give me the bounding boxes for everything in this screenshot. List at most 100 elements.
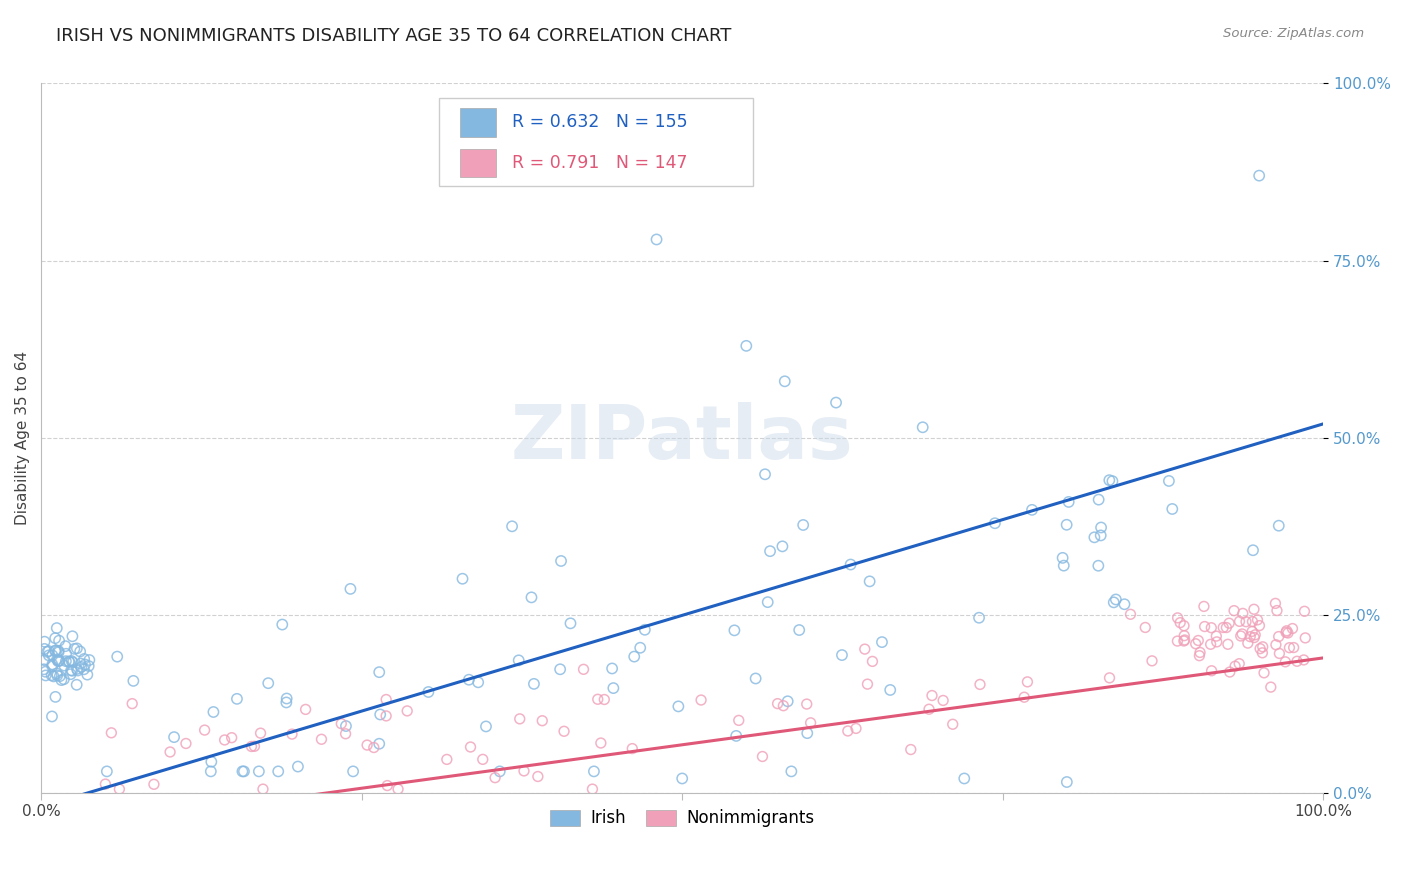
Point — [467, 675, 489, 690]
Point — [1215, 621, 1237, 635]
Point — [792, 518, 814, 533]
Point — [34, 642, 56, 657]
Point — [37, 645, 59, 659]
Point — [548, 662, 571, 676]
Point — [1243, 631, 1265, 645]
Point — [41, 657, 63, 672]
Point — [271, 617, 294, 632]
Point — [1251, 640, 1274, 654]
Point — [41, 648, 63, 663]
Legend: Irish, Nonimmigrants: Irish, Nonimmigrants — [544, 803, 821, 834]
Point — [754, 467, 776, 482]
Point — [1188, 648, 1211, 663]
Point — [600, 661, 623, 675]
Point — [48, 645, 70, 659]
Point — [1292, 653, 1315, 667]
Point — [1232, 607, 1254, 621]
Point — [1189, 645, 1212, 659]
Point — [252, 782, 274, 797]
Point — [1278, 640, 1301, 655]
Point — [48, 654, 70, 668]
Point — [1249, 641, 1271, 656]
Point — [744, 672, 766, 686]
Point — [44, 643, 66, 657]
Point — [859, 574, 882, 589]
Point — [581, 782, 603, 797]
Point — [1241, 615, 1264, 629]
Point — [49, 669, 72, 683]
Point — [1234, 615, 1257, 629]
Point — [368, 737, 391, 751]
Point — [42, 669, 65, 683]
Point — [200, 764, 222, 779]
Point — [221, 731, 243, 745]
Point — [311, 732, 333, 747]
Point — [200, 755, 222, 769]
Point — [159, 745, 181, 759]
Point — [94, 777, 117, 791]
Point — [780, 764, 803, 779]
Point — [1201, 664, 1223, 678]
Text: R = 0.791   N = 147: R = 0.791 N = 147 — [512, 154, 688, 172]
Point — [363, 740, 385, 755]
Point — [174, 736, 197, 750]
Point — [1239, 630, 1261, 644]
Point — [690, 693, 713, 707]
Point — [58, 655, 80, 669]
Point — [59, 667, 82, 681]
Point — [66, 641, 89, 656]
Point — [1275, 625, 1298, 640]
Point — [1285, 654, 1308, 668]
Text: R = 0.632   N = 155: R = 0.632 N = 155 — [512, 113, 688, 131]
Point — [287, 759, 309, 773]
FancyBboxPatch shape — [460, 149, 496, 178]
Point — [776, 694, 799, 708]
Point — [634, 623, 657, 637]
Point — [1083, 530, 1105, 544]
Point — [759, 544, 782, 558]
Point — [58, 655, 80, 669]
Point — [862, 654, 884, 668]
Point — [727, 714, 749, 728]
Point — [108, 782, 131, 797]
Point — [1157, 474, 1180, 488]
Point — [51, 673, 73, 687]
Point — [475, 719, 498, 733]
Point — [856, 677, 879, 691]
Point — [1281, 622, 1303, 636]
Point — [1282, 640, 1305, 655]
Point — [723, 624, 745, 638]
Point — [1173, 629, 1195, 643]
Point — [560, 616, 582, 631]
Point — [1251, 646, 1274, 660]
Point — [396, 704, 419, 718]
Point — [1243, 602, 1265, 616]
Point — [458, 673, 481, 687]
Point — [66, 664, 89, 678]
Point — [553, 724, 575, 739]
Point — [339, 582, 361, 596]
Point — [918, 702, 941, 716]
Point — [368, 665, 391, 680]
Point — [1264, 596, 1286, 610]
Point — [55, 647, 77, 661]
Point — [77, 659, 100, 673]
Point — [66, 662, 89, 676]
Point — [1201, 621, 1223, 635]
Point — [1135, 620, 1157, 634]
Point — [953, 772, 976, 786]
Point — [621, 741, 644, 756]
Point — [772, 698, 794, 713]
Point — [1274, 655, 1296, 669]
Point — [1087, 492, 1109, 507]
Point — [523, 677, 546, 691]
Point — [460, 739, 482, 754]
Point — [1161, 502, 1184, 516]
Text: IRISH VS NONIMMIGRANTS DISABILITY AGE 35 TO 64 CORRELATION CHART: IRISH VS NONIMMIGRANTS DISABILITY AGE 35… — [56, 27, 731, 45]
Point — [142, 777, 165, 791]
Point — [1205, 629, 1227, 643]
Point — [34, 634, 56, 648]
Point — [55, 654, 77, 668]
Point — [330, 716, 353, 731]
Point — [60, 664, 83, 678]
